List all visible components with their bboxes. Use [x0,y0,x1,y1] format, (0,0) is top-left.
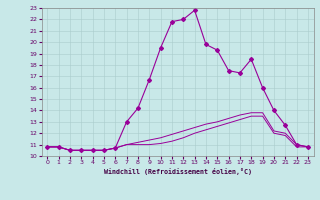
X-axis label: Windchill (Refroidissement éolien,°C): Windchill (Refroidissement éolien,°C) [104,168,252,175]
